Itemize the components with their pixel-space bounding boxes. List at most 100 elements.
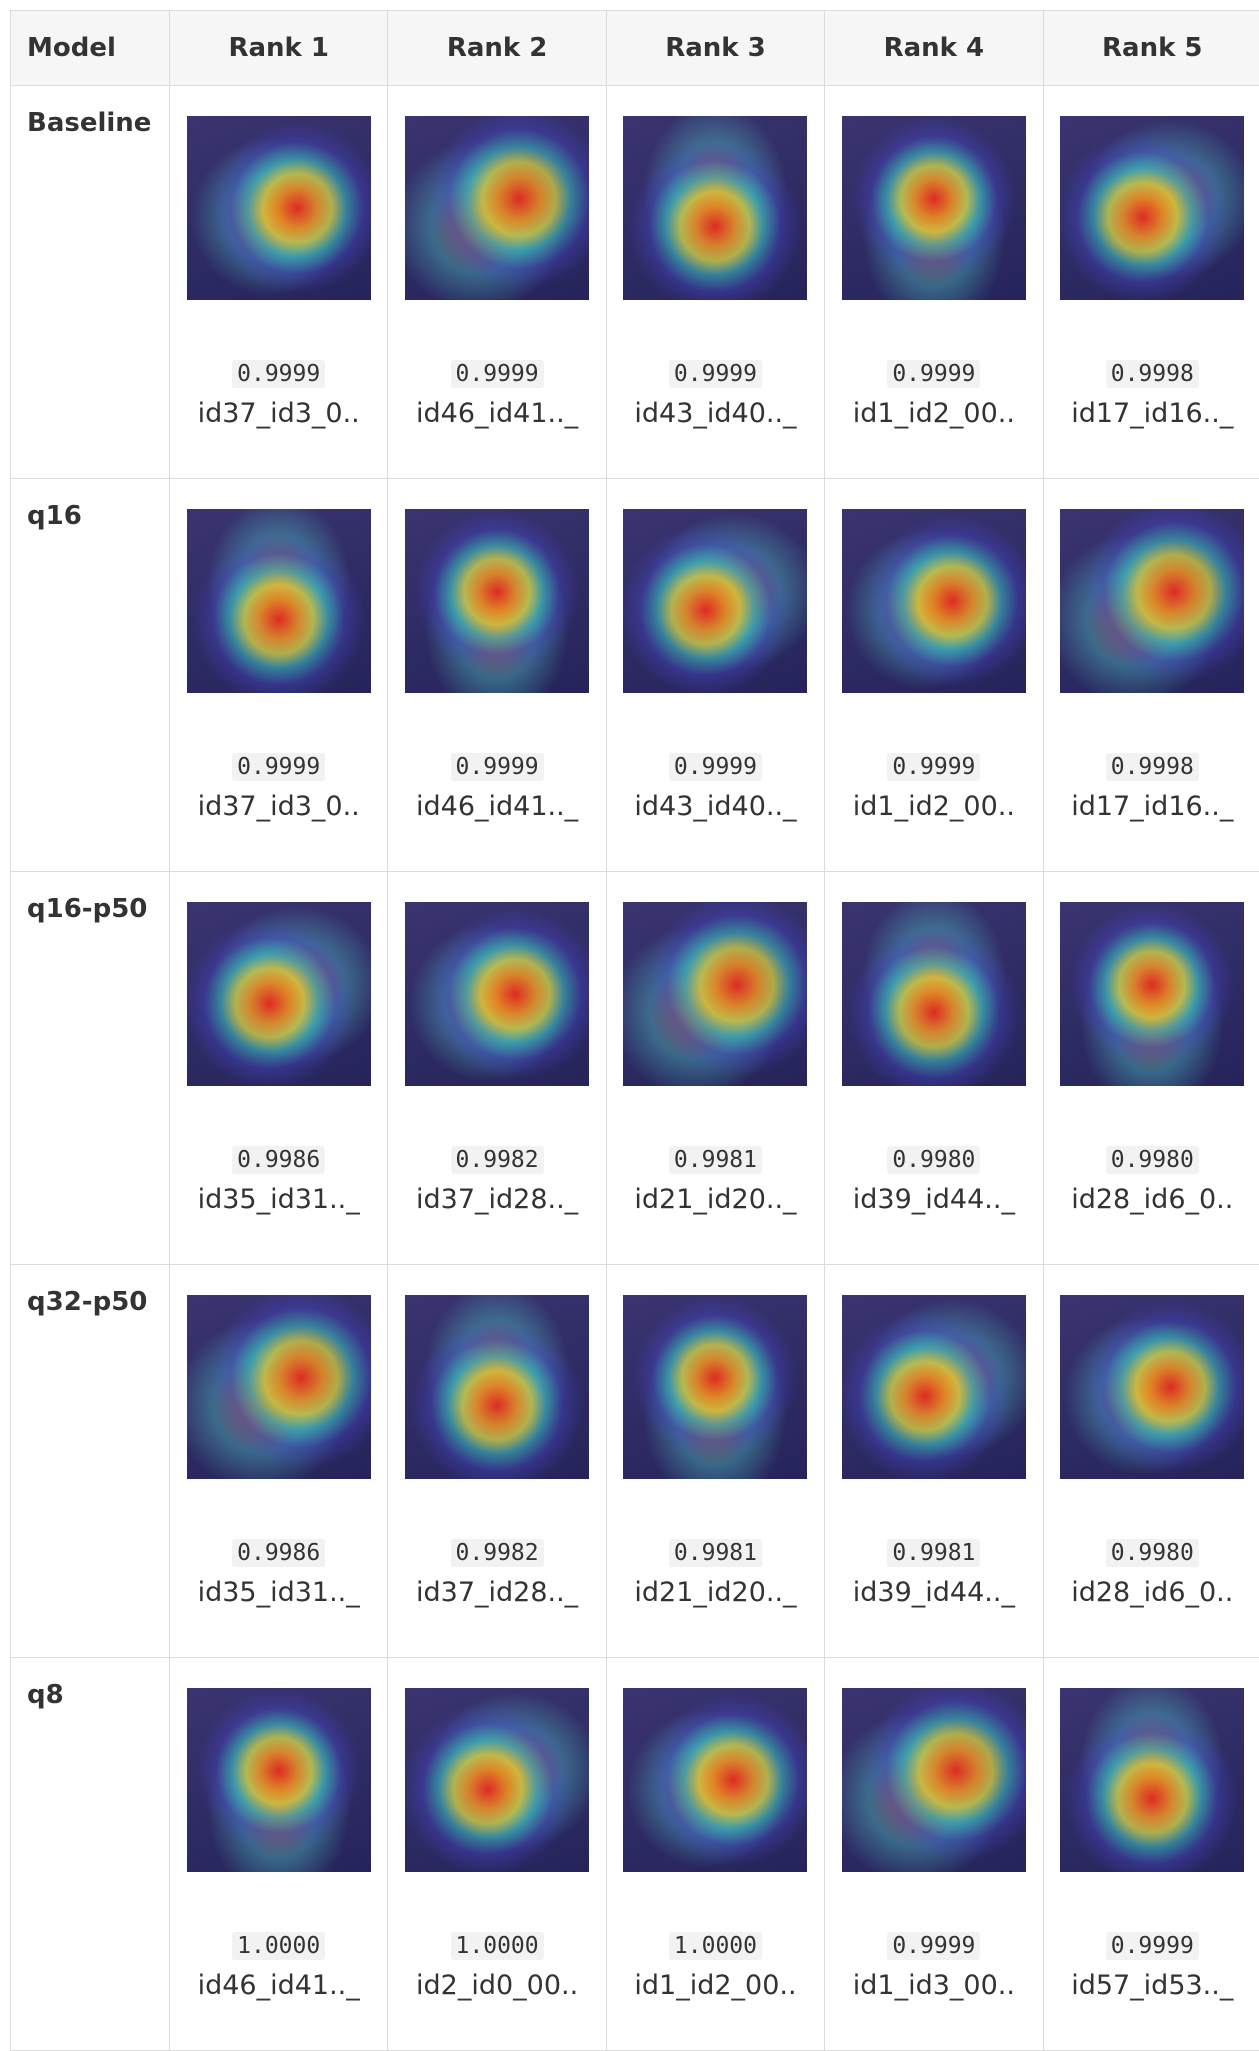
heatmap-image [1060, 1688, 1244, 1872]
heatmap-image [623, 509, 807, 693]
identity-name: id2_id0_00.. [388, 1970, 605, 2001]
similarity-score: 0.9980 [887, 1146, 980, 1174]
page: {"table": { "header": ["Model", "Rank 1"… [0, 0, 1259, 1941]
heatmap-image [623, 1688, 807, 1872]
rank-cell: 0.9999 id1_id2_00.. [825, 479, 1043, 872]
similarity-score: 0.9999 [451, 360, 544, 388]
rank-cell: 0.9980 id28_id6_0.. [1043, 872, 1259, 1265]
model-name: q32-p50 [11, 1265, 170, 1658]
heatmap-image [1060, 509, 1244, 693]
score-wrap: 0.9982 [388, 1479, 605, 1567]
heatmap-image [842, 116, 1026, 300]
similarity-score: 0.9999 [887, 1932, 980, 1960]
similarity-score: 0.9986 [232, 1539, 325, 1567]
column-header: Rank 2 [388, 11, 606, 86]
similarity-score: 0.9980 [1106, 1146, 1199, 1174]
heatmap-image [405, 902, 589, 1086]
identity-name: id21_id20.._ [607, 1184, 824, 1215]
heatmap-image [405, 1688, 589, 1872]
identity-name: id17_id16.._ [1044, 791, 1259, 822]
score-wrap: 0.9980 [825, 1086, 1042, 1174]
score-wrap: 0.9981 [825, 1479, 1042, 1567]
rank-cell: 1.0000 id1_id2_00.. [606, 1658, 824, 2051]
heatmap-image [1060, 902, 1244, 1086]
similarity-score: 0.9981 [669, 1146, 762, 1174]
score-wrap: 0.9999 [170, 693, 387, 781]
column-header: Rank 4 [825, 11, 1043, 86]
rank-cell: 0.9999 id46_id41.._ [388, 479, 606, 872]
score-wrap: 1.0000 [607, 1872, 824, 1960]
identity-name: id46_id41.._ [170, 1970, 387, 2001]
similarity-score: 0.9999 [451, 753, 544, 781]
identity-name: id1_id2_00.. [607, 1970, 824, 2001]
identity-name: id17_id16.._ [1044, 398, 1259, 429]
rank-cell: 1.0000 id46_id41.._ [170, 1658, 388, 2051]
rank-cell: 0.9998 id17_id16.._ [1043, 86, 1259, 479]
rank-cell: 0.9981 id21_id20.._ [606, 872, 824, 1265]
score-wrap: 0.9999 [825, 693, 1042, 781]
identity-name: id46_id41.._ [388, 791, 605, 822]
rank-cell: 1.0000 id2_id0_00.. [388, 1658, 606, 2051]
score-wrap: 0.9981 [607, 1086, 824, 1174]
heatmap-image [842, 902, 1026, 1086]
similarity-score: 0.9999 [669, 753, 762, 781]
similarity-score: 0.9998 [1106, 360, 1199, 388]
table-row: q32-p50 0.9986 id35_id31.._0.9982 id37_id28… [11, 1265, 1259, 1658]
identity-name: id43_id40.._ [607, 398, 824, 429]
similarity-score: 0.9980 [1106, 1539, 1199, 1567]
similarity-score: 1.0000 [451, 1932, 544, 1960]
score-wrap: 0.9999 [388, 693, 605, 781]
model-name: q16 [11, 479, 170, 872]
heatmap-image [623, 902, 807, 1086]
score-wrap: 0.9999 [1044, 1872, 1259, 1960]
similarity-score: 0.9999 [232, 360, 325, 388]
heatmap-image [842, 1295, 1026, 1479]
identity-name: id28_id6_0.. [1044, 1577, 1259, 1608]
score-wrap: 0.9998 [1044, 693, 1259, 781]
identity-name: id37_id3_0.. [170, 791, 387, 822]
identity-name: id28_id6_0.. [1044, 1184, 1259, 1215]
heatmap-image [187, 509, 371, 693]
rank-cell: 0.9982 id37_id28.._ [388, 1265, 606, 1658]
column-header: Rank 5 [1043, 11, 1259, 86]
score-wrap: 0.9980 [1044, 1086, 1259, 1174]
identity-name: id35_id31.._ [170, 1184, 387, 1215]
score-wrap: 0.9999 [170, 300, 387, 388]
heatmap-image [405, 509, 589, 693]
score-wrap: 1.0000 [170, 1872, 387, 1960]
similarity-score: 0.9986 [232, 1146, 325, 1174]
rank-cell: 0.9980 id28_id6_0.. [1043, 1265, 1259, 1658]
similarity-score: 1.0000 [669, 1932, 762, 1960]
heatmap-image [405, 116, 589, 300]
score-wrap: 0.9980 [1044, 1479, 1259, 1567]
similarity-score: 0.9999 [232, 753, 325, 781]
score-wrap: 0.9999 [607, 300, 824, 388]
model-name: q8 [11, 1658, 170, 2051]
heatmap-image [623, 116, 807, 300]
similarity-score: 0.9999 [1106, 1932, 1199, 1960]
model-name: Baseline [11, 86, 170, 479]
identity-name: id1_id2_00.. [825, 791, 1042, 822]
similarity-score: 1.0000 [232, 1932, 325, 1960]
score-wrap: 0.9998 [1044, 300, 1259, 388]
heatmap-image [1060, 116, 1244, 300]
score-wrap: 0.9999 [388, 300, 605, 388]
heatmap-image [842, 509, 1026, 693]
identity-name: id35_id31.._ [170, 1577, 387, 1608]
similarity-score: 0.9981 [887, 1539, 980, 1567]
rank-cell: 0.9986 id35_id31.._ [170, 1265, 388, 1658]
identity-name: id37_id28.._ [388, 1577, 605, 1608]
identity-name: id37_id28.._ [388, 1184, 605, 1215]
rank-cell: 0.9998 id17_id16.._ [1043, 479, 1259, 872]
